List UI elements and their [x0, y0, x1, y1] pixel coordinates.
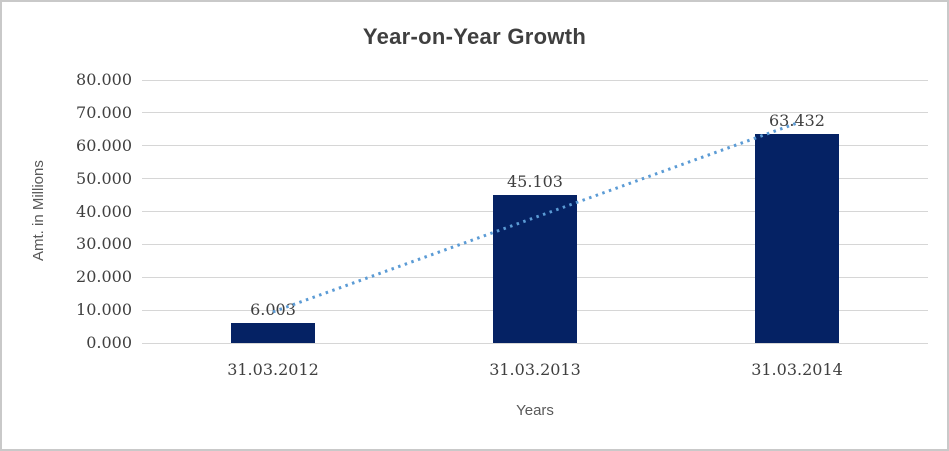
y-tick-label: 0.000 — [86, 333, 132, 352]
x-tick-label: 31.03.2014 — [751, 360, 843, 379]
y-tick-label: 40.000 — [76, 201, 132, 221]
gridline — [142, 112, 928, 114]
gridline — [142, 79, 928, 81]
gridline — [142, 342, 928, 344]
bar — [231, 323, 315, 343]
y-tick-label: 30.000 — [76, 234, 132, 254]
y-tick-label: 70.000 — [76, 102, 132, 122]
y-tick-label: 10.000 — [76, 300, 132, 320]
y-tick-label: 20.000 — [76, 267, 132, 287]
y-tick-label: 50.000 — [76, 168, 132, 188]
bar — [755, 134, 839, 343]
bar-value-label: 45.103 — [507, 171, 563, 191]
x-axis-title: Years — [516, 402, 554, 419]
x-tick-label: 31.03.2013 — [489, 360, 581, 379]
bar-value-label: 63.432 — [769, 111, 825, 131]
bar-value-label: 6.003 — [250, 300, 296, 320]
y-tick-label: 80.000 — [76, 70, 132, 89]
y-tick-label: 60.000 — [76, 135, 132, 155]
x-tick-label: 31.03.2012 — [227, 360, 319, 379]
bar — [493, 194, 577, 343]
chart-title: Year-on-Year Growth — [362, 24, 587, 49]
